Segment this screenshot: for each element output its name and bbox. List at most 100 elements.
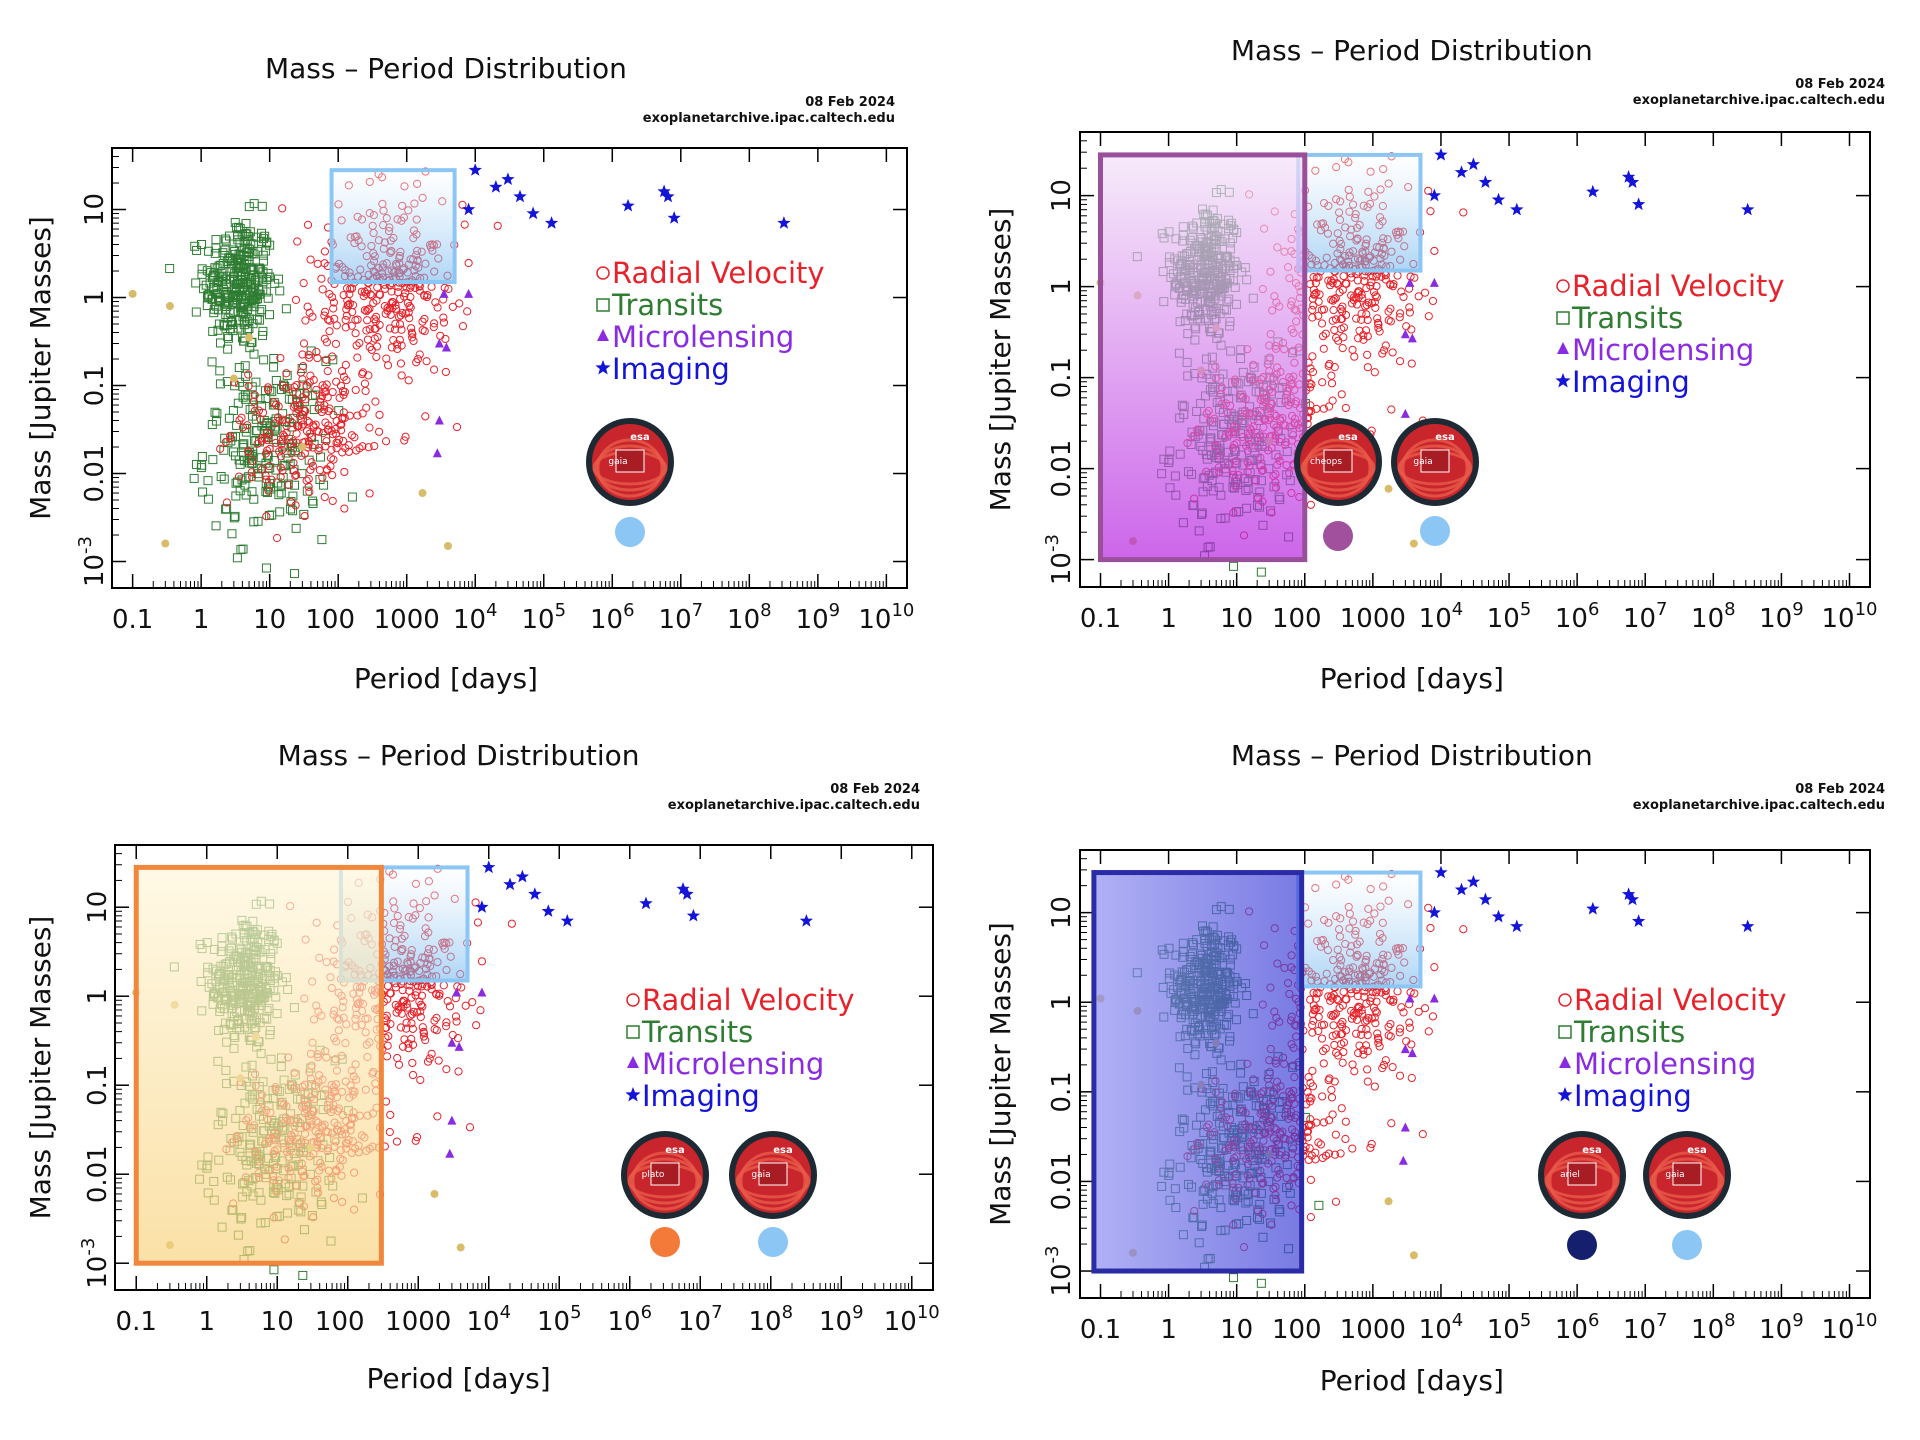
rv-point: [1399, 292, 1408, 302]
rv-point: [265, 462, 274, 471]
rv-point: [412, 1132, 422, 1142]
cheops-mission-logo: esa cheops: [1294, 418, 1382, 506]
x-tick-label: 1: [193, 605, 210, 635]
imaging-series: [1427, 147, 1755, 216]
rv-point: [1405, 1018, 1414, 1027]
rv-point: [432, 1026, 441, 1035]
transit-point: [288, 491, 298, 501]
rv-point: [256, 415, 265, 424]
rv-point: [393, 344, 402, 354]
chart-date: 08 Feb 2024: [1795, 782, 1885, 797]
rv-point: [451, 1012, 461, 1021]
imaging-point: [528, 887, 542, 900]
rv-point: [407, 1019, 416, 1028]
rv-point: [248, 456, 257, 465]
y-tick-label: 0.1: [1047, 357, 1077, 398]
other-series: [128, 289, 452, 551]
rv-point: [1381, 341, 1390, 350]
rv-point: [302, 427, 312, 436]
rv-point: [291, 295, 301, 304]
radial-velocity-series: [216, 167, 502, 543]
y-tick-label: 0.01: [83, 1145, 113, 1203]
transit-point: [215, 366, 225, 376]
rv-point: [263, 383, 273, 392]
rv-point: [1428, 296, 1438, 306]
rv-point: [1333, 280, 1342, 289]
rv-point: [1309, 1016, 1318, 1025]
rv-point: [1373, 1029, 1382, 1038]
legend: Radial VelocityTransitsMicrolensingImagi…: [625, 983, 855, 1113]
transit-point: [228, 447, 238, 457]
microlensing-series: [445, 987, 487, 1158]
legend-rv-marker: [596, 266, 610, 280]
microlensing-point: [432, 448, 442, 458]
rv-point: [386, 1110, 395, 1119]
rv-point: [1372, 292, 1381, 302]
rv-point: [394, 312, 404, 321]
rv-point: [386, 310, 395, 319]
microlensing-point: [447, 1115, 457, 1125]
transit-point: [203, 494, 213, 504]
rv-point: [1420, 1004, 1430, 1013]
rv-point: [407, 993, 416, 1002]
legend-imaging-marker: [595, 360, 611, 375]
rv-point: [380, 302, 389, 311]
imaging-point: [777, 216, 791, 229]
rv-point: [372, 352, 381, 362]
microlensing-point: [464, 288, 474, 298]
rv-point: [441, 367, 450, 377]
rv-point: [299, 410, 308, 420]
rv-point: [226, 431, 235, 440]
rv-point: [1339, 323, 1349, 332]
other-point: [161, 539, 170, 548]
rv-point: [418, 317, 427, 326]
transit-point: [235, 459, 245, 469]
transit-point: [211, 521, 221, 531]
rv-point: [1405, 1023, 1414, 1032]
rv-point: [272, 533, 282, 543]
transit-point: [228, 298, 238, 308]
rv-point: [1309, 273, 1318, 282]
rv-point: [1424, 186, 1433, 195]
transit-point: [238, 312, 248, 322]
legend-rv-marker: [626, 993, 640, 1007]
other-point: [128, 289, 137, 298]
imaging-point: [686, 908, 701, 922]
x-tick-label: 107: [1623, 1310, 1668, 1345]
rv-point: [1324, 276, 1333, 285]
rv-point: [423, 982, 432, 991]
rv-point: [1310, 290, 1319, 299]
rv-point: [1309, 988, 1318, 997]
rv-point: [303, 220, 313, 229]
rv-point: [1328, 994, 1337, 1003]
rv-point: [1362, 999, 1371, 1008]
chart-title: Mass – Period Distribution: [1231, 34, 1593, 67]
gaia-spacecraft-icon: [758, 1162, 788, 1186]
mass-period-chart-3: Mass – Period Distribution 08 Feb 2024exo…: [24, 739, 940, 1395]
transit-point: [252, 232, 262, 242]
rv-point: [343, 301, 352, 310]
rv-point: [1389, 995, 1398, 1004]
rv-point: [406, 303, 415, 312]
rv-point: [261, 475, 271, 484]
rv-point: [321, 418, 330, 427]
x-tick-label: 104: [1419, 599, 1464, 634]
rv-point: [238, 423, 248, 432]
x-tick-label: 109: [819, 1302, 864, 1337]
plato-logo-text: plato: [642, 1170, 665, 1180]
imaging-point: [468, 163, 482, 176]
rv-point: [1372, 281, 1381, 291]
rv-point: [276, 452, 286, 461]
transit-point: [247, 487, 257, 497]
transits-series: [165, 199, 357, 579]
rv-point: [320, 493, 329, 502]
rv-point: [408, 1070, 418, 1080]
transit-point: [238, 440, 248, 450]
x-tick-label: 105: [1487, 599, 1532, 634]
legend: Radial VelocityTransitsMicrolensingImagi…: [1555, 269, 1785, 399]
microlensing-point: [454, 1041, 464, 1051]
rv-point: [372, 342, 382, 351]
x-tick-label: 10: [1220, 604, 1253, 634]
rv-point: [303, 302, 312, 311]
imaging-point: [1632, 197, 1646, 211]
